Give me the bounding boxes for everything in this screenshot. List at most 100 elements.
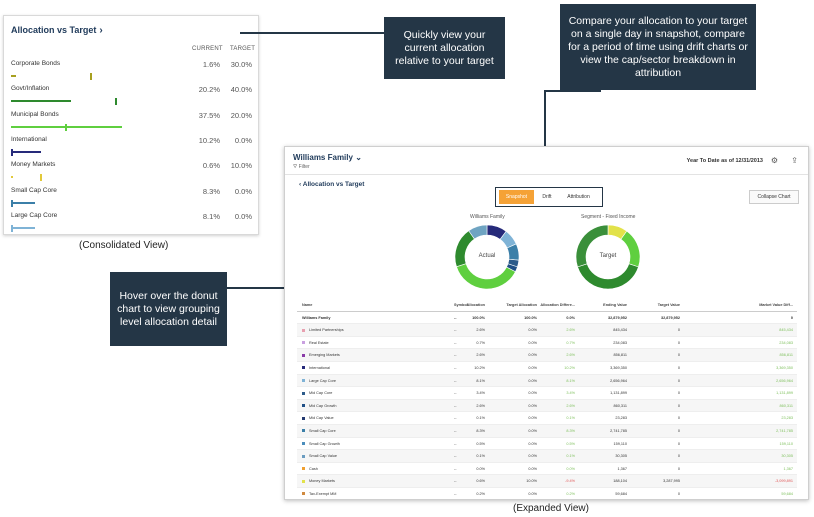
table-cell: --	[454, 353, 457, 358]
allocation-row[interactable]: Small Cap Core 8.3% 0.0%	[4, 187, 258, 211]
table-row[interactable]: Small Cap Value -- 0.1% 0.0% 0.1% 30,305 0 30,3…	[297, 450, 797, 463]
donut-target-slice[interactable]	[620, 230, 641, 268]
donut-actual-slice[interactable]	[456, 263, 516, 290]
donut-chart-target[interactable]	[573, 222, 643, 292]
target-marker	[11, 224, 13, 232]
allocation-bar	[11, 123, 129, 131]
column-header[interactable]: Name	[302, 303, 313, 307]
table-cell: 100.0%	[472, 315, 485, 320]
table-row[interactable]: Real Estate -- 0.7% 0.0% 0.7% 234,083 0 234,083	[297, 337, 797, 350]
column-header[interactable]: Target Value	[657, 303, 680, 307]
allocation-bar	[11, 174, 129, 182]
allocation-row-target: 0.0%	[234, 186, 252, 196]
table-cell: 1,131,899	[776, 391, 793, 396]
filter-label[interactable]: Filter	[298, 164, 310, 170]
table-cell: --	[454, 491, 457, 496]
table-cell: 10.2%	[564, 365, 575, 370]
color-swatch	[302, 492, 305, 496]
allocation-row[interactable]: International 10.2% 0.0%	[4, 136, 258, 160]
allocation-bar-fill	[11, 226, 35, 229]
table-row[interactable]: Mid Cap Core -- 3.4% 0.0% 3.4% 1,131,899 0 1,13…	[297, 387, 797, 400]
color-swatch	[302, 442, 305, 446]
table-cell: --	[454, 328, 457, 333]
chevron-down-icon[interactable]: ⌄	[355, 153, 362, 162]
allocation-row-target: 20.0%	[230, 110, 252, 120]
gear-icon[interactable]: ⚙	[770, 156, 778, 165]
table-cell: 0.0%	[528, 353, 537, 358]
donut-actual-title: Williams Family	[470, 214, 505, 220]
tab-drift[interactable]: Drift	[542, 194, 552, 200]
table-cell: --	[454, 365, 457, 370]
table-row[interactable]: Williams Family -- 100.0% 100.0% 0.0% 32,879,…	[297, 312, 797, 325]
household-title[interactable]: Williams Family	[293, 153, 353, 162]
table-cell: 2.6%	[566, 403, 575, 408]
allocation-row-current: 0.6%	[202, 161, 220, 171]
table-cell: --	[454, 315, 457, 320]
allocation-bar	[11, 73, 129, 80]
table-cell: 0.0%	[528, 403, 537, 408]
allocation-row[interactable]: Money Markets 0.6% 10.0%	[4, 161, 258, 185]
table-row[interactable]: International -- 10.2% 0.0% 10.2% 3,369,350 0 3…	[297, 362, 797, 375]
export-icon[interactable]: ⇪	[791, 156, 798, 165]
table-cell-text: Small Cap Value	[309, 454, 337, 459]
allocation-row[interactable]: Govt/Inflation 20.2% 40.0%	[4, 85, 258, 109]
date-range[interactable]: Year To Date as of 12/31/2013	[686, 158, 763, 164]
table-cell: --	[454, 403, 457, 408]
column-header[interactable]: Symbol	[454, 303, 468, 307]
table-row[interactable]: Money Markets -- 0.6% 10.0% -9.4% 188,104 3,28…	[297, 475, 797, 488]
table-cell: 10.0%	[526, 479, 537, 484]
table-row[interactable]: Small Cap Growth -- 0.5% 0.0% 0.5% 159,110 0 15…	[297, 438, 797, 451]
table-row[interactable]: Emerging Markets -- 2.6% 0.0% 2.6% 856,811 0 85…	[297, 349, 797, 362]
table-row[interactable]: Large Cap Core -- 8.1% 0.0% 8.1% 2,656,964 0 2,…	[297, 374, 797, 388]
allocation-row-target: 0.0%	[234, 135, 252, 145]
column-header[interactable]: Market Value Diff...	[759, 303, 793, 307]
table-row[interactable]: Mid Cap Value -- 0.1% 0.0% 0.1% 23,283 0 23,283	[297, 412, 797, 425]
table-row[interactable]: Cash -- 0.0% 0.0% 0.0% 1,367 0 1,367	[297, 463, 797, 476]
table-cell: 0.1%	[566, 454, 575, 459]
table-row[interactable]: Small Cap Core -- 8.3% 0.0% 8.3% 2,741,785 0 2,…	[297, 424, 797, 438]
donut-target-center-label: Target	[599, 253, 617, 259]
back-label[interactable]: Allocation vs Target	[302, 181, 365, 188]
allocation-card-title-text[interactable]: Allocation vs Target	[11, 25, 97, 35]
back-link[interactable]: ‹ Allocation vs Target	[299, 181, 364, 188]
donut-actual-slice[interactable]	[454, 230, 475, 268]
table-cell: Mid Cap Growth	[302, 404, 336, 408]
tab-snapshot[interactable]: Snapshot	[499, 190, 534, 204]
table-cell: 2,741,785	[610, 428, 627, 433]
column-header[interactable]: Target Allocation	[506, 303, 537, 307]
donut-actual-center-label: Actual	[478, 253, 496, 259]
table-cell: Small Cap Growth	[302, 442, 340, 446]
table-cell: 0.2%	[476, 491, 485, 496]
donut-actual-slice[interactable]	[468, 224, 488, 240]
table-cell: Mid Cap Value	[302, 416, 334, 420]
tab-attribution[interactable]: Attribution	[567, 194, 590, 200]
allocation-card-title[interactable]: Allocation vs Target ›	[11, 25, 103, 36]
column-header[interactable]: Allocation Differe...	[540, 303, 575, 307]
allocation-row[interactable]: Municipal Bonds 37.5% 20.0%	[4, 111, 258, 135]
table-row[interactable]: Limited Partnerships -- 2.6% 0.0% 2.6% 845,43…	[297, 324, 797, 337]
allocation-row[interactable]: Large Cap Core 8.1% 0.0%	[4, 212, 258, 236]
donut-chart-actual[interactable]	[452, 222, 522, 292]
table-cell: 3,369,350	[776, 365, 793, 370]
chevron-left-icon[interactable]: ‹	[299, 181, 302, 188]
column-header-current: CURRENT	[192, 46, 223, 52]
column-header[interactable]: Allocation	[466, 303, 485, 307]
filter-link[interactable]: ⛛ Filter	[293, 164, 310, 170]
column-header[interactable]: Ending Value	[603, 303, 627, 307]
table-cell: 0	[677, 441, 680, 446]
table-row[interactable]: Mid Cap Growth -- 2.6% 0.0% 2.6% 860,311 0 860,…	[297, 399, 797, 413]
table-cell: 188,104	[613, 479, 627, 484]
table-cell-text: Small Cap Core	[309, 428, 336, 433]
table-cell: 100.0%	[524, 315, 537, 320]
target-marker	[40, 174, 42, 182]
chevron-right-icon[interactable]: ›	[99, 25, 103, 36]
donut-target-slice[interactable]	[575, 224, 609, 268]
allocation-row[interactable]: Corporate Bonds 1.6% 30.0%	[4, 60, 258, 84]
collapse-chart-button[interactable]: Collapse Chart	[749, 190, 799, 204]
donut-target-slice[interactable]	[577, 263, 639, 290]
table-row[interactable]: Tax-Exempt MM -- 0.2% 0.0% 0.2% 59,684 0 59,684	[297, 488, 797, 499]
allocation-row-label: Municipal Bonds	[11, 110, 59, 118]
household-selector[interactable]: Williams Family ⌄	[293, 153, 362, 162]
table-cell: Money Markets	[302, 479, 335, 483]
table-cell: 0.7%	[566, 340, 575, 345]
